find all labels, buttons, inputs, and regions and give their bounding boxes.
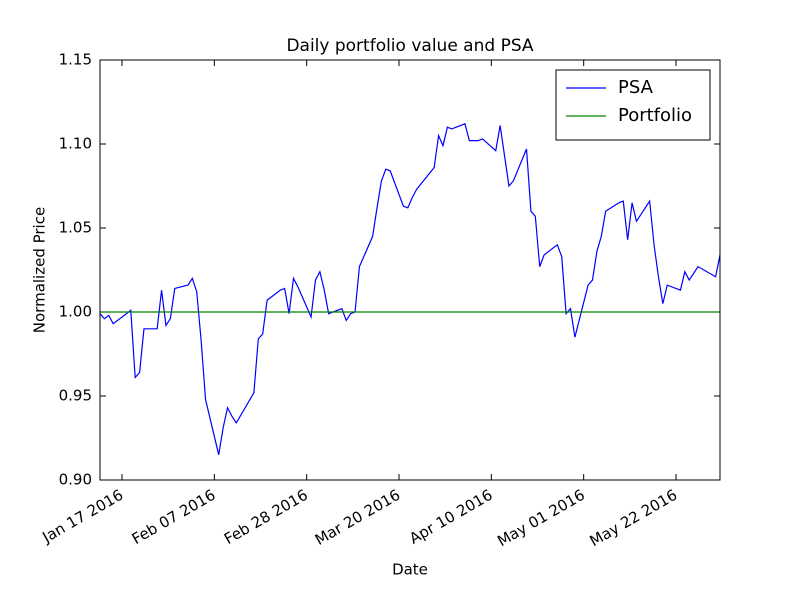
chart-title: Daily portfolio value and PSA [286,36,533,56]
plot-frame [99,59,721,481]
y-tick-label: 1.00 [59,303,92,321]
y-tick-label: 1.15 [59,51,92,69]
y-tick-label: 1.05 [59,219,92,237]
legend-box [555,69,711,141]
legend-label: Portfolio [618,105,692,126]
line-series [99,123,721,455]
y-axis-label: Normalized Price [31,207,49,333]
y-tick-label: 1.10 [59,135,92,153]
y-tick-label: 0.95 [59,387,92,405]
y-tick-label: 0.90 [59,471,92,489]
x-axis-label: Date [392,561,428,579]
legend-label: PSA [618,77,654,98]
